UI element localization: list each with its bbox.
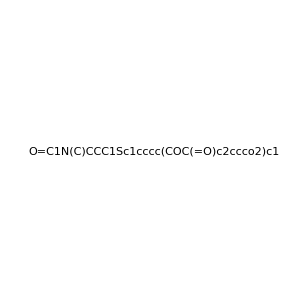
Text: O=C1N(C)CCC1Sc1cccc(COC(=O)c2ccco2)c1: O=C1N(C)CCC1Sc1cccc(COC(=O)c2ccco2)c1 [28, 146, 279, 157]
